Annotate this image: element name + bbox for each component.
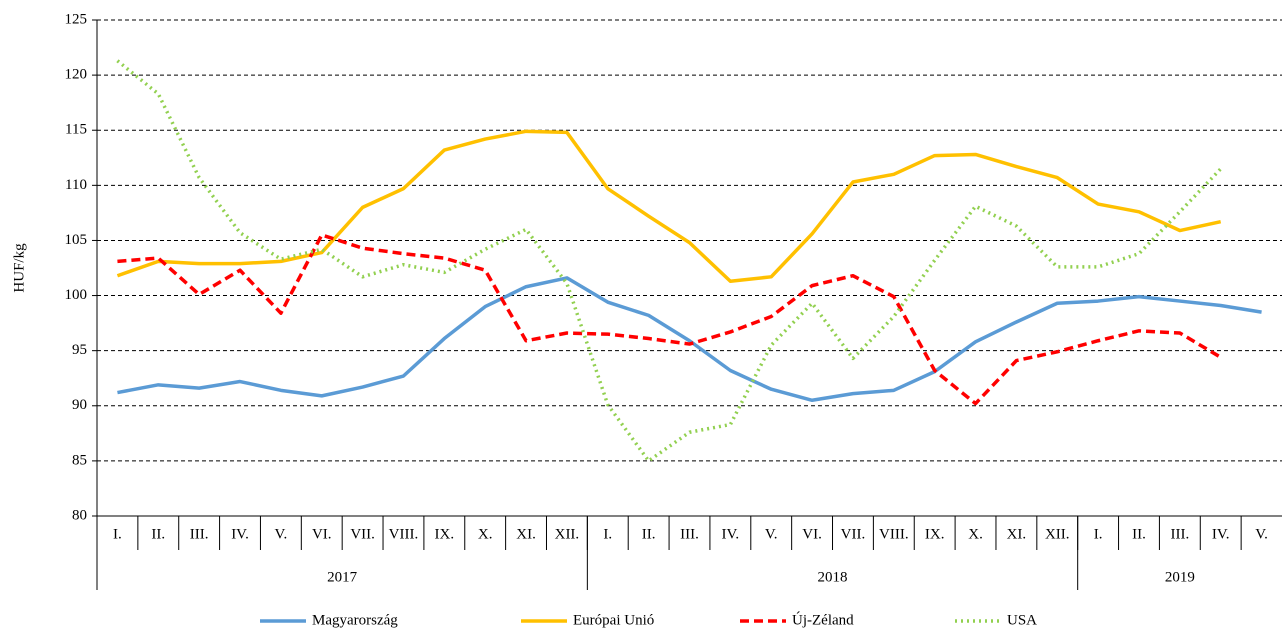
x-tick-label: XII. — [555, 526, 580, 542]
x-group-label: 2017 — [327, 569, 358, 585]
x-tick-label: VI. — [312, 526, 332, 542]
legend-label: Európai Unió — [573, 612, 654, 628]
x-tick-label: VII. — [350, 526, 375, 542]
series-line — [117, 233, 1222, 406]
x-tick-label: VII. — [841, 526, 866, 542]
y-tick-label: 80 — [72, 507, 87, 523]
y-tick-label: 120 — [65, 67, 88, 83]
y-tick-label: 90 — [72, 397, 87, 413]
x-tick-label: XII. — [1045, 526, 1070, 542]
y-axis-label: HUF/kg — [11, 243, 27, 293]
legend-label: USA — [1007, 612, 1037, 628]
legend-label: Magyarország — [312, 612, 398, 628]
x-tick-label: V. — [275, 526, 288, 542]
x-tick-label: XI. — [516, 526, 536, 542]
x-tick-label: I. — [1094, 526, 1103, 542]
x-tick-label: VI. — [802, 526, 822, 542]
x-tick-label: III. — [190, 526, 209, 542]
x-tick-label: X. — [968, 526, 983, 542]
y-tick-label: 115 — [65, 122, 87, 138]
x-tick-label: IV. — [231, 526, 249, 542]
x-tick-label: V. — [1255, 526, 1268, 542]
series-line — [116, 59, 1222, 463]
x-tick-label: X. — [478, 526, 493, 542]
y-tick-label: 95 — [72, 342, 87, 358]
x-tick-label: IX. — [435, 526, 455, 542]
x-tick-label: IV. — [1212, 526, 1230, 542]
x-tick-label: VIII. — [389, 526, 419, 542]
y-tick-label: 85 — [72, 452, 87, 468]
x-tick-label: I. — [113, 526, 122, 542]
x-tick-label: V. — [765, 526, 778, 542]
y-tick-label: 105 — [65, 232, 88, 248]
x-tick-label: II. — [151, 526, 165, 542]
y-tick-label: 125 — [65, 11, 88, 27]
x-tick-label: XI. — [1007, 526, 1027, 542]
x-tick-label: II. — [1132, 526, 1146, 542]
y-tick-label: 100 — [65, 287, 88, 303]
x-group-label: 2018 — [818, 569, 848, 585]
y-tick-label: 110 — [65, 177, 87, 193]
x-tick-label: IX. — [925, 526, 945, 542]
x-tick-label: VIII. — [879, 526, 909, 542]
legend-label: Új-Zéland — [792, 611, 854, 628]
series-line — [116, 129, 1222, 283]
series-line — [117, 276, 1262, 403]
x-tick-label: I. — [603, 526, 612, 542]
x-tick-label: III. — [680, 526, 699, 542]
x-tick-label: II. — [642, 526, 656, 542]
x-tick-label: IV. — [722, 526, 740, 542]
x-tick-label: III. — [1170, 526, 1189, 542]
x-group-label: 2019 — [1165, 569, 1195, 585]
